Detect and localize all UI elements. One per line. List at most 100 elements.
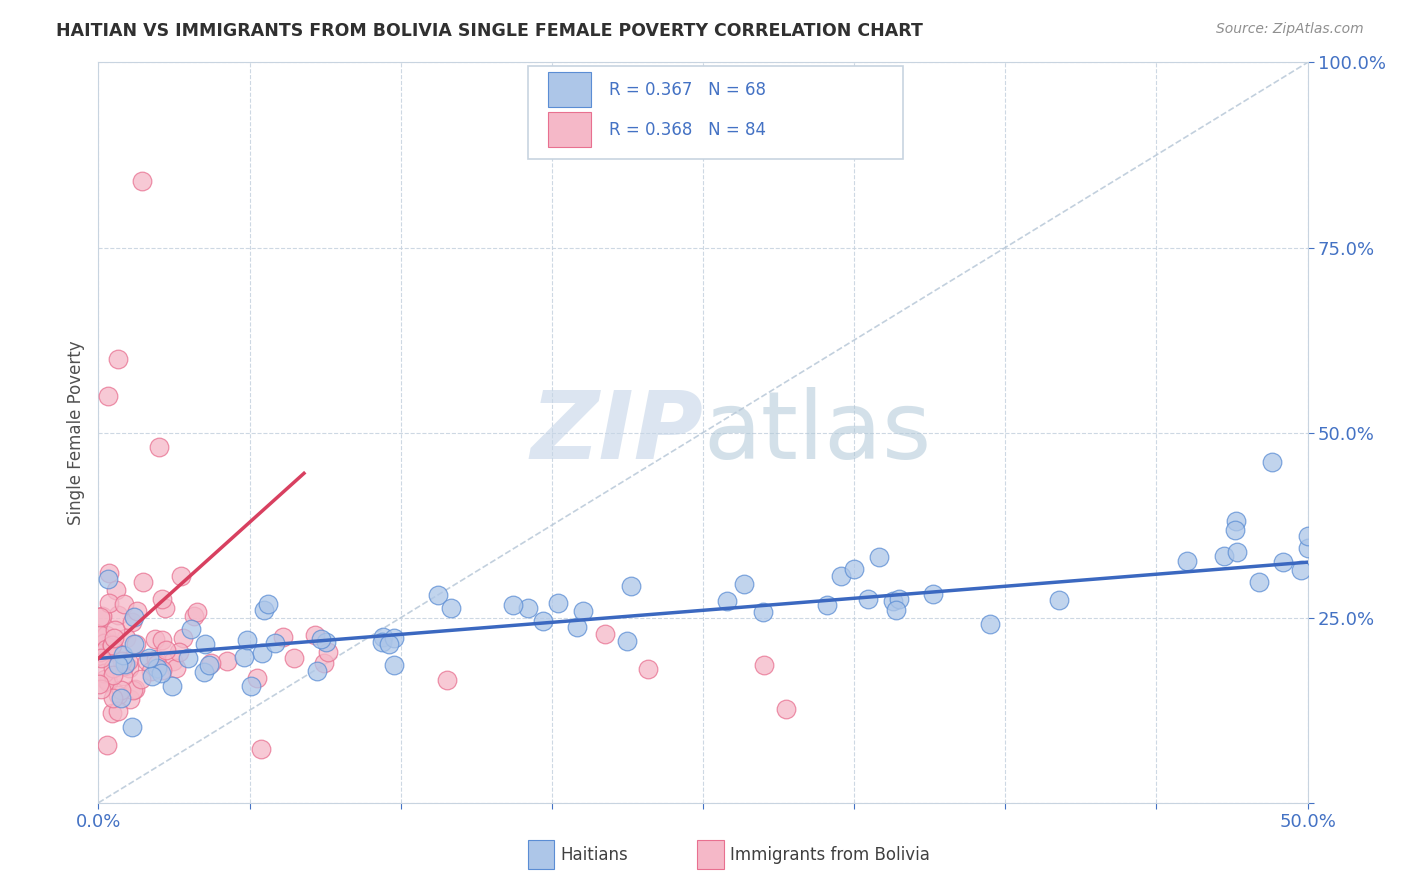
Point: [121, 682, 143, 697]
Point: [436, 673, 458, 688]
Point: [103, 631, 125, 645]
Point: [141, 669, 163, 683]
Point: [371, 635, 394, 649]
Point: [93, 666, 115, 681]
Point: [1225, 515, 1247, 529]
Point: [124, 682, 146, 697]
Point: [1296, 529, 1319, 543]
Text: R = 0.368   N = 84: R = 0.368 N = 84: [609, 120, 766, 138]
Text: Source: ZipAtlas.com: Source: ZipAtlas.com: [1216, 22, 1364, 37]
Point: [252, 646, 274, 660]
Point: [138, 650, 160, 665]
Point: [240, 679, 263, 693]
Point: [1175, 554, 1198, 568]
Point: [111, 654, 134, 668]
Point: [97, 388, 120, 402]
Point: [114, 659, 136, 673]
Point: [304, 628, 326, 642]
Point: [94, 672, 117, 686]
Point: [637, 662, 659, 676]
Point: [382, 631, 405, 645]
Point: [547, 595, 569, 609]
Point: [90, 682, 112, 697]
Point: [733, 577, 755, 591]
Point: [101, 668, 124, 682]
Point: [104, 583, 127, 598]
Point: [107, 704, 129, 718]
Point: [118, 692, 141, 706]
Point: [172, 631, 194, 645]
Point: [1226, 545, 1249, 559]
Point: [249, 741, 271, 756]
Point: [531, 615, 554, 629]
Bar: [697, 840, 724, 870]
Point: [1289, 563, 1312, 577]
Point: [107, 658, 129, 673]
Point: [125, 604, 148, 618]
Point: [856, 592, 879, 607]
Point: [1261, 455, 1284, 469]
Text: Immigrants from Bolivia: Immigrants from Bolivia: [730, 846, 929, 863]
Point: [100, 638, 122, 652]
Point: [107, 688, 129, 702]
Point: [121, 720, 143, 734]
Point: [89, 645, 111, 659]
Point: [98, 596, 121, 610]
Point: [1212, 549, 1234, 563]
Point: [183, 609, 205, 624]
Bar: [548, 112, 591, 147]
Point: [125, 637, 148, 651]
Point: [775, 702, 797, 716]
FancyBboxPatch shape: [527, 66, 903, 159]
Text: Haitians: Haitians: [561, 846, 628, 863]
Point: [170, 569, 193, 583]
Point: [517, 601, 540, 615]
Point: [97, 675, 120, 690]
Point: [256, 597, 278, 611]
Point: [922, 587, 945, 601]
Text: atlas: atlas: [703, 386, 931, 479]
Point: [89, 627, 111, 641]
Bar: [527, 840, 554, 870]
Point: [110, 690, 132, 705]
Point: [117, 654, 139, 668]
Point: [101, 638, 124, 652]
Point: [150, 665, 173, 680]
Point: [1296, 541, 1319, 555]
Point: [752, 658, 775, 673]
Point: [145, 652, 167, 666]
Point: [283, 651, 305, 665]
Point: [440, 601, 463, 615]
Point: [502, 598, 524, 612]
Point: [150, 592, 173, 607]
Point: [112, 648, 135, 662]
Point: [886, 603, 908, 617]
Point: [100, 706, 122, 720]
Point: [384, 658, 406, 673]
Text: HAITIAN VS IMMIGRANTS FROM BOLIVIA SINGLE FEMALE POVERTY CORRELATION CHART: HAITIAN VS IMMIGRANTS FROM BOLIVIA SINGL…: [56, 22, 924, 40]
Point: [751, 605, 773, 619]
Point: [107, 351, 129, 366]
Point: [90, 651, 112, 665]
Point: [89, 676, 111, 690]
Point: [263, 636, 285, 650]
Point: [162, 654, 184, 668]
Point: [110, 682, 132, 697]
Point: [186, 606, 208, 620]
Point: [716, 593, 738, 607]
Point: [97, 641, 120, 656]
Point: [378, 637, 401, 651]
Point: [194, 637, 217, 651]
Point: [98, 636, 121, 650]
Point: [129, 672, 152, 686]
Point: [232, 650, 254, 665]
Point: [815, 598, 838, 612]
Point: [146, 657, 169, 672]
Point: [131, 174, 153, 188]
Point: [91, 608, 114, 623]
Point: [593, 626, 616, 640]
Point: [93, 636, 115, 650]
Point: [101, 690, 124, 705]
Point: [146, 661, 169, 675]
Point: [124, 610, 146, 624]
